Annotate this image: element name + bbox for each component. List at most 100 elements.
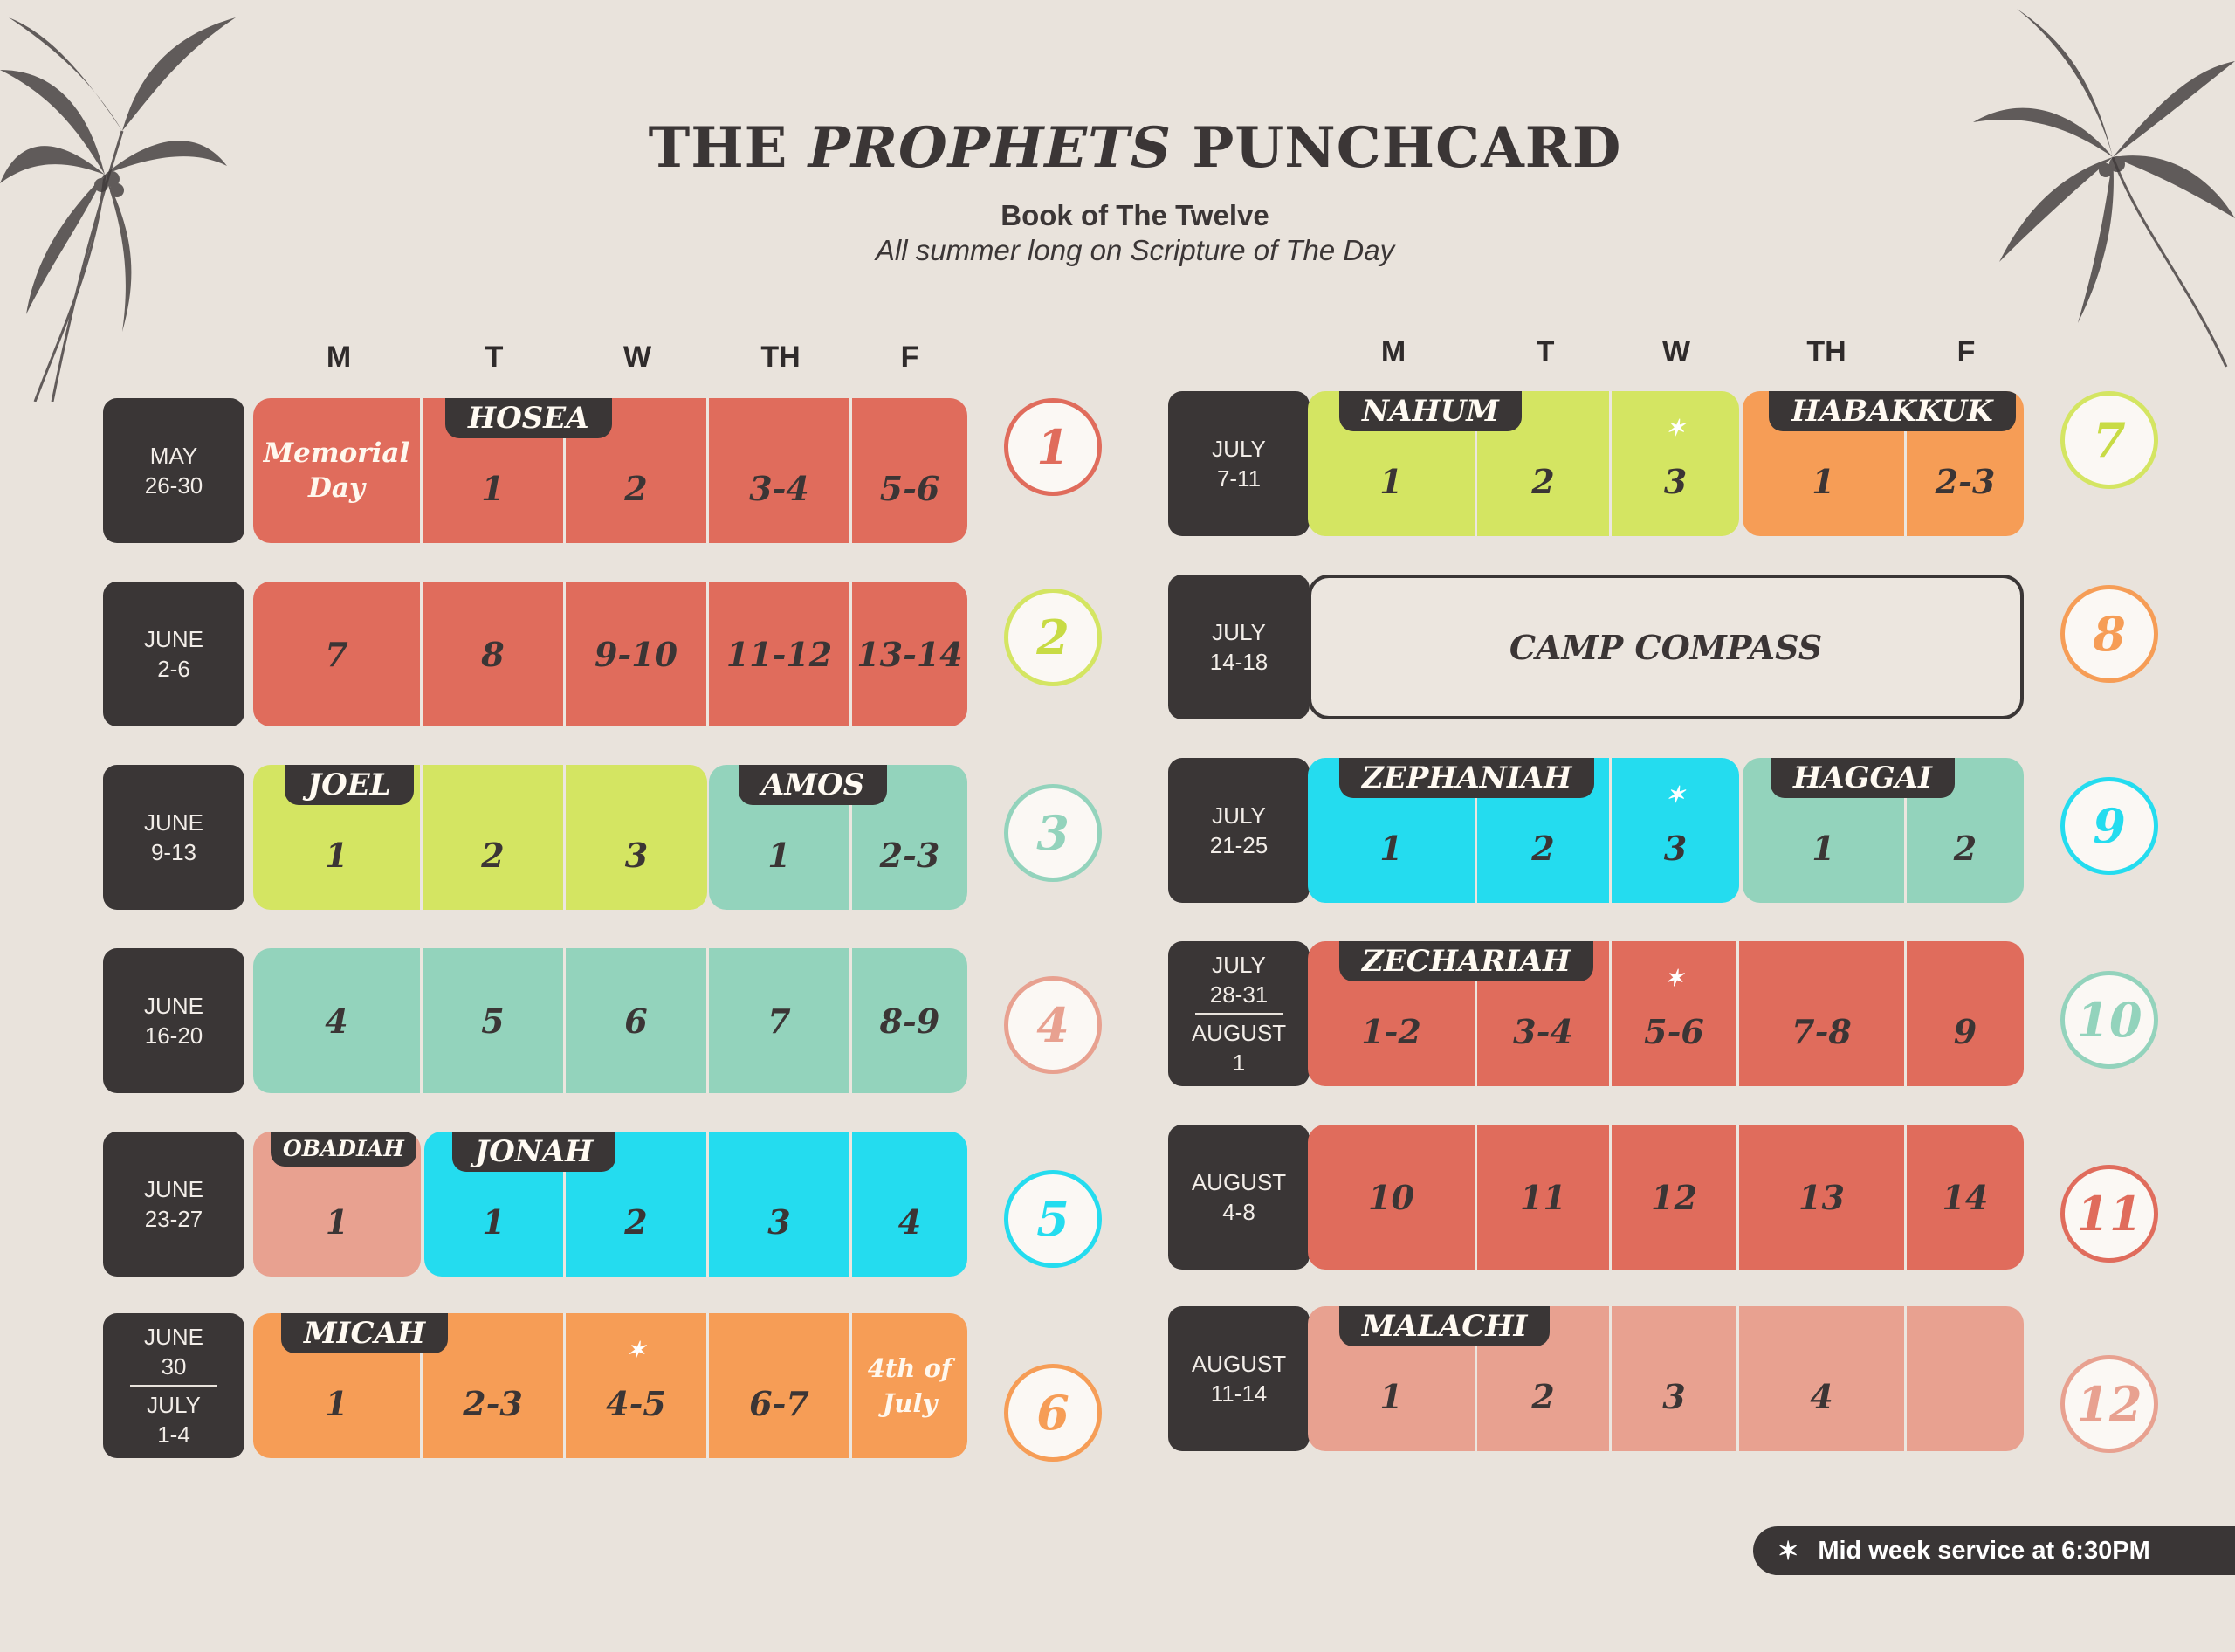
week-3-thu-cell[interactable]: AMOS 1 xyxy=(709,765,888,910)
week-5-wed-cell[interactable]: 2 xyxy=(566,1132,709,1277)
week-10-wed-cell[interactable]: ✶ 5-6 xyxy=(1612,941,1739,1086)
day-header-tue-left: T xyxy=(485,341,504,374)
day-header-fri-right: F xyxy=(1956,335,1976,368)
week-7-badge: 7 xyxy=(2060,391,2158,489)
week-3-tue-cell[interactable]: 2 xyxy=(423,765,566,910)
star-icon: ✶ xyxy=(1778,1537,1799,1566)
week-5-fri-cell[interactable]: 4 xyxy=(897,1201,922,1242)
week-11-fri-cell[interactable]: 14 xyxy=(1942,1177,1989,1217)
week-12-fri-cell[interactable] xyxy=(1907,1306,2024,1451)
week-8-date: JULY 14-18 xyxy=(1168,575,1310,719)
week-2-wed-cell[interactable]: 9-10 xyxy=(566,582,709,726)
week-12-thu-cell[interactable]: 4 xyxy=(1739,1306,1907,1451)
week-5-mon-cell[interactable]: OBADIAH 1 xyxy=(253,1132,421,1277)
page-tagline: All summer long on Scripture of The Day xyxy=(875,234,1395,266)
week-2-date: JUNE 2-6 xyxy=(103,582,244,726)
week-12-wed-cell[interactable]: 3 xyxy=(1612,1306,1739,1451)
week-4-fri-cell[interactable]: 8-9 xyxy=(879,1001,940,1041)
week-6-badge: 6 xyxy=(1004,1364,1102,1462)
week-7-date: JULY 7-11 xyxy=(1168,391,1310,536)
week-11-mon-cell[interactable]: 10 xyxy=(1308,1125,1477,1270)
week-11-date: AUGUST 4-8 xyxy=(1168,1125,1310,1270)
week-3-fri-cell[interactable]: 2-3 xyxy=(879,835,940,875)
week-7-mon-cell[interactable]: NAHUM 1 xyxy=(1308,391,1522,536)
week-2-mon-cell[interactable]: 7 xyxy=(253,582,423,726)
week-1-fri-cell[interactable]: 5-6 xyxy=(879,468,940,508)
week-7-habakkuk-row: HABAKKUK 1 2-3 xyxy=(1743,391,2024,536)
week-2-thu-cell[interactable]: 11-12 xyxy=(709,582,852,726)
week-7-fri-cell[interactable]: 2-3 xyxy=(1935,461,1996,501)
week-2-fri-cell[interactable]: 13-14 xyxy=(856,634,963,674)
week-1-tue-cell[interactable]: HOSEA 1 xyxy=(423,398,612,543)
week-6-fri-cell[interactable]: 4th of July xyxy=(867,1353,952,1418)
week-10-badge: 10 xyxy=(2060,971,2158,1069)
week-4-thu-cell[interactable]: 7 xyxy=(709,948,852,1093)
week-4-wed-cell[interactable]: 6 xyxy=(566,948,709,1093)
week-11-thu-cell[interactable]: 13 xyxy=(1739,1125,1907,1270)
week-6-tue-cell[interactable]: 2-3 xyxy=(423,1313,566,1458)
week-9-zephaniah-row: ZEPHANIAH 1 2 ✶ 3 xyxy=(1308,758,1739,903)
week-3-wed-cell[interactable]: 3 xyxy=(624,835,649,875)
week-10-thu-cell[interactable]: 7-8 xyxy=(1739,941,1907,1086)
week-11-row: 10 11 12 13 14 xyxy=(1308,1125,2024,1270)
week-6-mon-cell[interactable]: MICAH 1 xyxy=(253,1313,449,1458)
week-5-tue-cell[interactable]: JONAH 1 xyxy=(424,1132,616,1277)
week-4-mon-cell[interactable]: 4 xyxy=(253,948,423,1093)
week-12-date: AUGUST 11-14 xyxy=(1168,1306,1310,1451)
star-icon: ✶ xyxy=(1666,416,1685,442)
week-3-date: JUNE 9-13 xyxy=(103,765,244,910)
week-12-mon-cell[interactable]: MALACHI 1 xyxy=(1308,1306,1551,1451)
week-1-wed-cell[interactable]: 2 xyxy=(566,398,709,543)
week-1-mon-cell[interactable]: Memorial Day xyxy=(253,398,423,543)
week-9-mon-cell[interactable]: ZEPHANIAH 1 xyxy=(1308,758,1595,903)
week-9-tue-cell[interactable]: 2 xyxy=(1477,758,1612,903)
week-9-wed-cell[interactable]: ✶ 3 xyxy=(1663,782,1688,868)
week-1-date: MAY 26-30 xyxy=(103,398,244,543)
star-icon: ✶ xyxy=(626,1338,646,1364)
book-tag-hosea: HOSEA xyxy=(445,398,612,438)
book-tag-obadiah: OBADIAH xyxy=(271,1132,416,1167)
week-9-thu-cell[interactable]: HAGGAI 1 xyxy=(1743,758,1955,903)
camp-compass-block[interactable]: CAMP COMPASS xyxy=(1308,575,2024,719)
week-8-badge: 8 xyxy=(2060,585,2158,683)
page-subtitle: Book of The Twelve xyxy=(1001,199,1269,231)
date-divider xyxy=(1195,1013,1283,1015)
week-7-thu-cell[interactable]: HABAKKUK 1 xyxy=(1743,391,2016,536)
week-3-joel-row: JOEL 1 2 3 xyxy=(253,765,707,910)
day-header-wed-left: W xyxy=(622,341,652,374)
star-icon: ✶ xyxy=(1664,966,1684,992)
book-tag-zephaniah: ZEPHANIAH xyxy=(1339,758,1595,798)
legend-text: Mid week service at 6:30PM xyxy=(1818,1536,2150,1565)
week-5-thu-cell[interactable]: 3 xyxy=(709,1132,852,1277)
book-tag-haggai: HAGGAI xyxy=(1771,758,1955,798)
day-header-thu-right: TH xyxy=(1806,335,1846,368)
date-divider xyxy=(130,1385,217,1387)
week-7-wed-cell[interactable]: ✶ 3 xyxy=(1663,416,1688,501)
week-3-mon-cell[interactable]: JOEL 1 xyxy=(253,765,423,910)
week-10-fri-cell[interactable]: 9 xyxy=(1953,1011,1977,1051)
palm-tree-left-decoration xyxy=(0,0,253,402)
week-12-badge: 12 xyxy=(2060,1355,2158,1453)
week-5-badge: 5 xyxy=(1004,1170,1102,1268)
week-1-thu-cell[interactable]: 3-4 xyxy=(709,398,852,543)
week-11-wed-cell[interactable]: 12 xyxy=(1612,1125,1739,1270)
week-10-tue-cell[interactable]: 3-4 xyxy=(1477,941,1612,1086)
week-2-tue-cell[interactable]: 8 xyxy=(423,582,566,726)
page-title: THE PROPHETS PUNCHCARD xyxy=(648,115,1622,181)
week-10-mon-cell[interactable]: ZECHARIAH 1-2 xyxy=(1308,941,1593,1086)
week-6-date: JUNE 30 JULY 1-4 xyxy=(103,1313,244,1458)
week-9-badge: 9 xyxy=(2060,777,2158,875)
week-5-date: JUNE 23-27 xyxy=(103,1132,244,1277)
week-9-fri-cell[interactable]: 2 xyxy=(1953,828,1977,868)
week-12-row: MALACHI 1 2 3 4 xyxy=(1308,1306,2024,1451)
star-icon: ✶ xyxy=(1666,782,1685,809)
week-6-wed-cell[interactable]: ✶ 4-5 xyxy=(566,1313,709,1458)
book-tag-habakkuk: HABAKKUK xyxy=(1769,391,2016,431)
week-4-tue-cell[interactable]: 5 xyxy=(423,948,566,1093)
week-7-tue-cell[interactable]: 2 xyxy=(1477,391,1612,536)
week-12-tue-cell[interactable]: 2 xyxy=(1477,1306,1612,1451)
day-header-fri-left: F xyxy=(900,341,919,374)
week-2-row: 7 8 9-10 11-12 13-14 xyxy=(253,582,967,726)
week-6-thu-cell[interactable]: 6-7 xyxy=(709,1313,852,1458)
week-11-tue-cell[interactable]: 11 xyxy=(1477,1125,1612,1270)
